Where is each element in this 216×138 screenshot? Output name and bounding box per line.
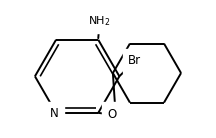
Text: N: N <box>50 107 59 120</box>
Text: Br: Br <box>128 54 141 67</box>
Text: O: O <box>107 108 117 121</box>
Text: NH$_2$: NH$_2$ <box>88 14 110 28</box>
